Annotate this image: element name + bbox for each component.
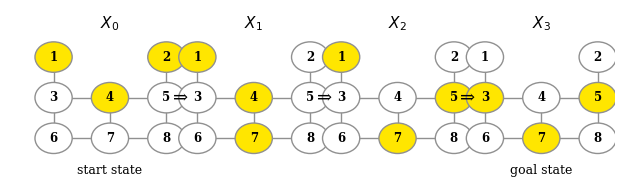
Text: 7: 7 [394,132,401,145]
Ellipse shape [435,83,472,113]
Ellipse shape [523,83,560,113]
Text: start state: start state [77,164,143,177]
Text: 3: 3 [49,91,58,104]
Ellipse shape [179,83,216,113]
Ellipse shape [35,123,72,154]
Text: 6: 6 [337,132,345,145]
Text: 1: 1 [49,51,58,64]
Text: 7: 7 [250,132,258,145]
Ellipse shape [579,83,616,113]
Text: 1: 1 [193,51,202,64]
Text: 2: 2 [306,51,314,64]
Text: 7: 7 [537,132,545,145]
Ellipse shape [435,123,472,154]
Text: 2: 2 [593,51,602,64]
Ellipse shape [467,83,504,113]
Ellipse shape [92,123,129,154]
Text: 1: 1 [337,51,345,64]
Ellipse shape [292,83,329,113]
Text: 6: 6 [193,132,202,145]
Text: $X_{1}$: $X_{1}$ [244,15,263,33]
Ellipse shape [379,83,416,113]
Ellipse shape [292,123,329,154]
Ellipse shape [323,42,360,72]
Ellipse shape [323,83,360,113]
Text: 8: 8 [450,132,458,145]
Text: 5: 5 [163,91,170,104]
Ellipse shape [235,123,273,154]
Text: 5: 5 [450,91,458,104]
Text: ⇒: ⇒ [173,89,188,107]
Text: 6: 6 [49,132,58,145]
Ellipse shape [35,42,72,72]
Text: 5: 5 [594,91,602,104]
Text: 8: 8 [306,132,314,145]
Ellipse shape [323,123,360,154]
Text: 4: 4 [394,91,401,104]
Ellipse shape [579,42,616,72]
Ellipse shape [235,83,273,113]
Text: $X_{3}$: $X_{3}$ [532,15,551,33]
Text: 2: 2 [162,51,170,64]
Text: 8: 8 [163,132,170,145]
Ellipse shape [579,123,616,154]
Text: 1: 1 [481,51,489,64]
Ellipse shape [35,83,72,113]
Ellipse shape [92,83,129,113]
Ellipse shape [148,123,185,154]
Ellipse shape [179,42,216,72]
Text: 4: 4 [537,91,545,104]
Text: goal state: goal state [510,164,573,177]
Text: 7: 7 [106,132,114,145]
Text: $X_{0}$: $X_{0}$ [100,15,120,33]
Ellipse shape [179,123,216,154]
Text: 4: 4 [106,91,114,104]
Ellipse shape [292,42,329,72]
Text: 3: 3 [337,91,345,104]
Ellipse shape [148,42,185,72]
Text: $X_{2}$: $X_{2}$ [388,15,407,33]
Ellipse shape [148,83,185,113]
Text: 8: 8 [594,132,602,145]
Text: 5: 5 [306,91,314,104]
Text: 3: 3 [193,91,202,104]
Ellipse shape [435,42,472,72]
Text: 2: 2 [450,51,458,64]
Ellipse shape [523,123,560,154]
Ellipse shape [467,42,504,72]
Text: ⇒: ⇒ [317,89,332,107]
Ellipse shape [467,123,504,154]
Text: 6: 6 [481,132,489,145]
Text: 4: 4 [250,91,258,104]
Ellipse shape [379,123,416,154]
Text: 3: 3 [481,91,489,104]
Text: ⇒: ⇒ [460,89,476,107]
